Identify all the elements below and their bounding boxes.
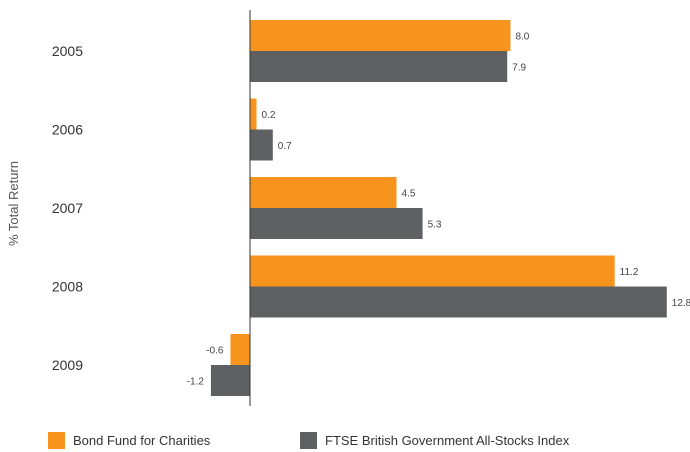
bar-bond-fund-2007 (250, 177, 397, 208)
value-label-bond-fund-2009: -0.6 (206, 346, 224, 357)
category-label-2006: 2006 (52, 122, 83, 138)
value-label-ftse-index-2005: 7.9 (512, 63, 526, 74)
y-axis-label: % Total Return (6, 160, 21, 246)
value-label-bond-fund-2005: 8.0 (515, 32, 529, 43)
bar-ftse-index-2009 (210, 365, 250, 396)
value-label-ftse-index-2009: -1.2 (187, 377, 205, 388)
legend-item-ftse-index: FTSE British Government All-Stocks Index (300, 432, 569, 449)
value-label-ftse-index-2007: 5.3 (428, 220, 442, 231)
bar-bond-fund-2006 (250, 98, 257, 130)
bar-bond-fund-2008 (250, 255, 615, 287)
legend-item-bond-fund: Bond Fund for Charities (48, 432, 210, 449)
category-label-2008: 2008 (52, 279, 83, 295)
category-label-2005: 2005 (52, 43, 83, 59)
bar-bond-fund-2005 (250, 20, 511, 51)
value-label-bond-fund-2008: 11.2 (620, 267, 639, 278)
bar-ftse-index-2007 (250, 208, 423, 239)
legend: Bond Fund for Charities FTSE British Gov… (0, 432, 690, 452)
legend-label-ftse-index: FTSE British Government All-Stocks Index (325, 433, 570, 448)
category-label-2007: 2007 (52, 200, 83, 216)
bar-ftse-index-2008 (250, 286, 667, 318)
value-label-bond-fund-2007: 4.5 (402, 189, 416, 200)
value-label-bond-fund-2006: 0.2 (262, 110, 276, 121)
legend-swatch-bond-fund (48, 432, 65, 449)
value-label-ftse-index-2006: 0.7 (278, 141, 292, 152)
bar-bond-fund-2009 (230, 334, 250, 365)
legend-label-bond-fund: Bond Fund for Charities (73, 433, 211, 448)
category-label-2009: 2009 (52, 357, 83, 373)
legend-swatch-ftse-index (300, 432, 317, 449)
bar-ftse-index-2005 (250, 51, 508, 82)
value-label-ftse-index-2008: 12.8 (672, 298, 690, 309)
bar-ftse-index-2006 (250, 129, 273, 161)
